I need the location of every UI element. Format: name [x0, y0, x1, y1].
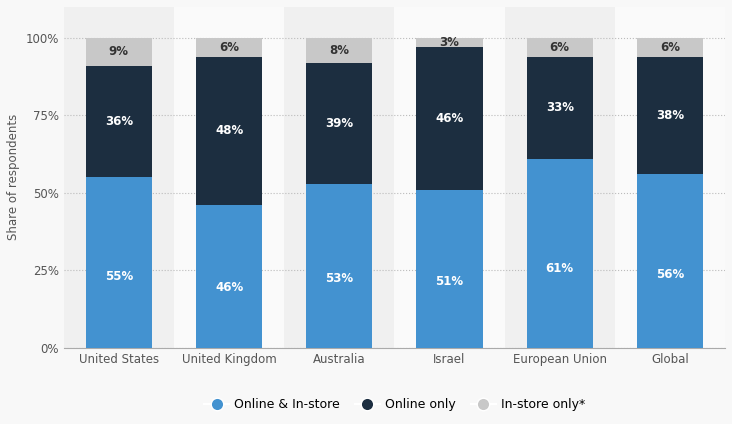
Text: 6%: 6%	[550, 41, 569, 54]
Bar	[306, 38, 373, 63]
Text: 53%: 53%	[325, 272, 354, 285]
Bar	[417, 38, 482, 47]
Bar	[637, 174, 703, 348]
Bar	[637, 38, 703, 56]
Bar	[526, 159, 593, 348]
Text: 61%: 61%	[545, 262, 574, 275]
Text: 9%: 9%	[109, 45, 129, 59]
Bar	[417, 190, 482, 348]
Bar	[284, 7, 395, 348]
Bar	[64, 7, 174, 348]
Text: 36%: 36%	[105, 115, 133, 128]
Text: 33%: 33%	[546, 101, 574, 114]
Legend: Online & In-store, Online only, In-store only*: Online & In-store, Online only, In-store…	[199, 393, 590, 416]
Bar	[526, 38, 593, 56]
Bar	[417, 47, 482, 190]
Bar	[86, 66, 152, 177]
Bar	[395, 7, 504, 348]
Text: 46%: 46%	[215, 282, 243, 294]
Text: 55%: 55%	[105, 270, 133, 283]
Text: 51%: 51%	[436, 275, 463, 288]
Text: 46%: 46%	[436, 112, 463, 125]
Bar	[615, 7, 725, 348]
Text: 56%: 56%	[656, 268, 684, 282]
Bar	[504, 7, 615, 348]
Bar	[637, 56, 703, 174]
Bar	[306, 184, 373, 348]
Y-axis label: Share of respondents: Share of respondents	[7, 114, 20, 240]
Bar	[86, 38, 152, 66]
Text: 8%: 8%	[329, 44, 349, 57]
Bar	[196, 38, 262, 56]
Bar	[86, 177, 152, 348]
Bar	[196, 56, 262, 205]
Text: 48%: 48%	[215, 124, 243, 137]
Bar	[196, 205, 262, 348]
Text: 6%: 6%	[660, 41, 680, 54]
Text: 39%: 39%	[325, 117, 354, 130]
Text: 3%: 3%	[440, 36, 460, 49]
Bar	[174, 7, 284, 348]
Text: 38%: 38%	[656, 109, 684, 122]
Bar	[306, 63, 373, 184]
Bar	[526, 56, 593, 159]
Text: 6%: 6%	[219, 41, 239, 54]
